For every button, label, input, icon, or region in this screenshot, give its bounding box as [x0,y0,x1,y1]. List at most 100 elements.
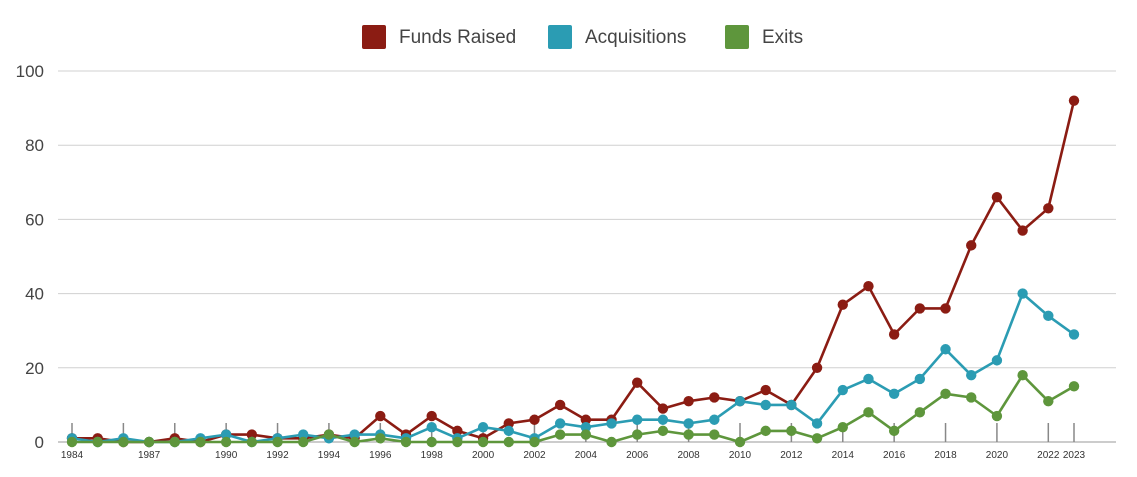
data-point [503,425,514,437]
x-tick-label: 1996 [369,450,392,461]
data-point [837,384,848,396]
data-point [863,280,874,292]
data-point [709,414,720,425]
data-point [709,392,720,403]
y-axis: 0 20 40 60 80 100 [16,62,44,452]
data-point [734,395,746,407]
x-tick-label: 2000 [472,450,495,461]
data-point [760,425,771,437]
data-point [169,436,180,448]
data-point [1068,95,1080,106]
legend-label: Acquisitions [585,27,686,48]
data-point [888,425,900,437]
data-point [503,436,514,448]
data-point [991,410,1003,422]
data-point [966,392,977,403]
series-line [72,100,1076,444]
x-tick-label: 2010 [729,450,752,461]
y-tick-label: 0 [35,433,44,452]
legend-item: Funds Raised [362,25,516,49]
data-point [811,362,823,373]
data-point [760,399,771,411]
data-point [683,418,694,429]
data-point [940,303,951,314]
data-point [888,388,900,399]
x-tick-label: 1984 [61,450,84,461]
data-point [940,344,951,355]
data-point [349,436,360,448]
data-point [811,433,823,444]
legend-label: Funds Raised [399,27,516,48]
data-point [811,418,823,429]
data-point [786,399,797,411]
data-point [272,436,283,448]
data-point [529,414,540,425]
data-point [914,407,926,418]
series-line [72,373,1075,444]
data-point [1043,395,1054,407]
x-tick-label: 2004 [575,450,598,461]
series-group [66,95,1080,448]
data-point [657,403,669,414]
data-point [375,410,386,422]
data-point [118,436,129,448]
data-point [709,429,720,440]
data-point [1043,203,1054,214]
data-point [606,436,617,448]
data-point [426,436,437,448]
x-tick-label: 2023 [1063,450,1086,461]
x-tick-label: 1998 [421,450,444,461]
data-point [657,414,669,425]
series-exits [66,370,1080,448]
x-tick-label: 1992 [266,450,289,461]
data-point [503,418,514,429]
data-point [426,410,437,422]
data-point [66,436,78,448]
data-point [246,429,258,440]
y-tick-label: 40 [25,285,44,304]
data-point [837,299,848,310]
data-point [914,303,926,314]
grid-lines [58,70,1116,369]
data-point [477,421,489,433]
x-tick-label: 2002 [523,450,546,461]
data-point [323,429,335,440]
series-line [71,292,1075,444]
data-point [632,414,643,425]
data-point [580,429,592,440]
data-point [400,436,412,448]
legend-swatch [725,25,749,49]
data-point [657,425,669,437]
data-point [863,373,874,385]
data-point [220,436,232,448]
data-point [632,429,643,440]
y-tick-label: 20 [25,359,44,378]
data-point [246,436,258,448]
data-point [580,421,592,433]
data-point [452,425,463,437]
data-point [966,240,977,251]
data-point [554,418,566,429]
data-point [837,421,848,433]
data-point [786,425,797,437]
y-tick-label: 60 [25,210,44,229]
data-point [1017,370,1028,381]
data-point [966,370,977,381]
data-point [760,384,771,396]
data-point [1068,329,1080,340]
data-point [554,399,566,411]
data-point [529,436,540,448]
data-point [1017,225,1028,236]
legend-swatch [548,25,572,49]
data-point [888,329,900,340]
legend: Funds Raised Acquisitions Exits [362,25,803,49]
x-tick-label: 2018 [934,450,957,461]
series-funds-raised [66,95,1080,448]
legend-swatch [362,25,386,49]
data-point [991,355,1003,366]
data-point [914,373,926,385]
data-point [92,436,103,448]
data-point [683,395,694,407]
data-point [477,436,489,448]
